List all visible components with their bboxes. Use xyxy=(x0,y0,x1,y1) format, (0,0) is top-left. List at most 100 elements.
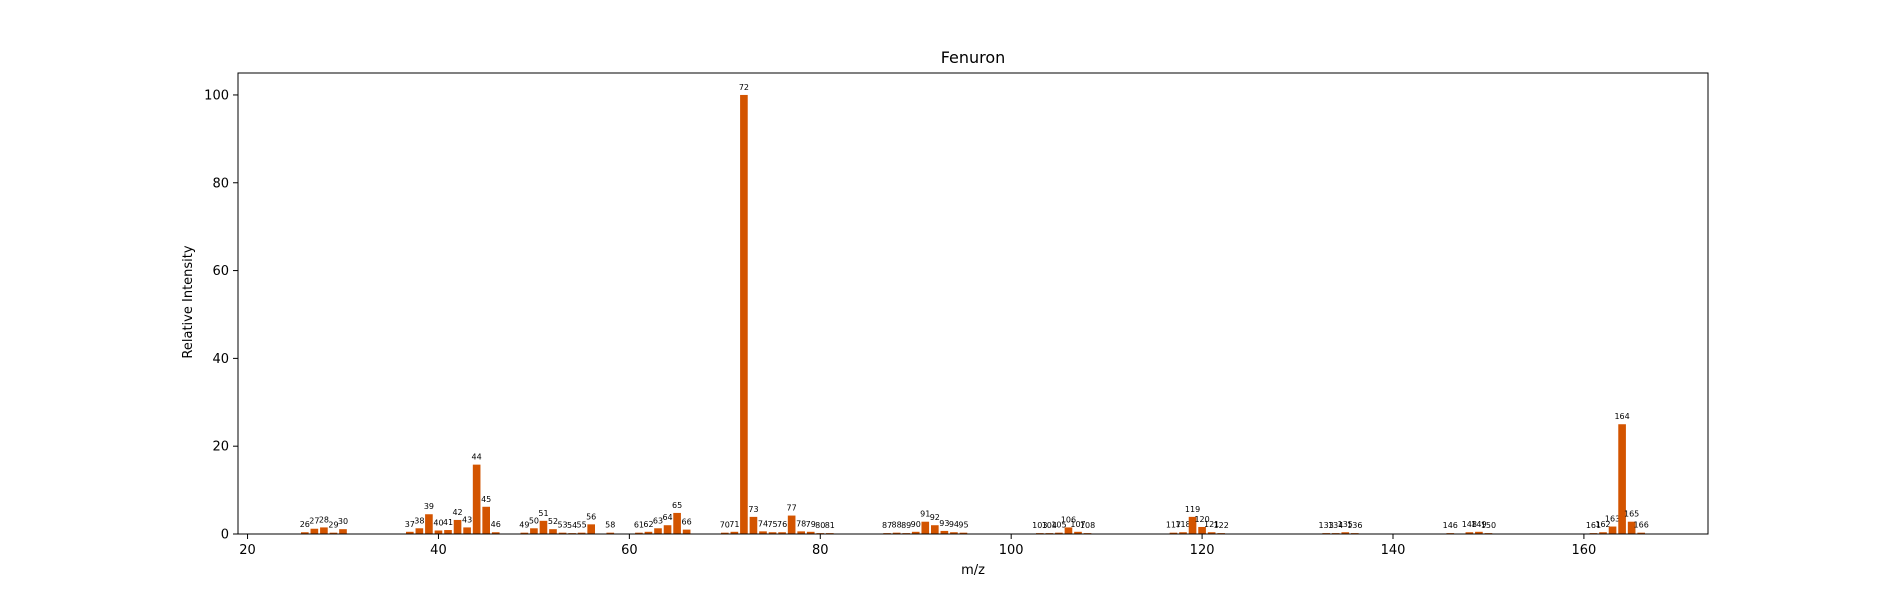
peak-label-149: 149 xyxy=(1471,520,1486,529)
peak-bar-118 xyxy=(1179,532,1187,534)
peak-label-39: 39 xyxy=(424,502,434,511)
x-tick-label-140: 140 xyxy=(1381,543,1406,558)
peak-bar-117 xyxy=(1169,532,1178,534)
peak-bar-71 xyxy=(730,531,739,534)
peak-label-65: 65 xyxy=(672,501,682,510)
peak-bar-119 xyxy=(1188,516,1197,534)
peak-bar-148 xyxy=(1465,532,1474,534)
peak-label-89: 89 xyxy=(901,521,911,530)
peak-bar-27 xyxy=(310,528,319,534)
plot-frame xyxy=(237,72,1709,535)
peak-bar-76 xyxy=(778,532,786,534)
y-tick-label-100: 100 xyxy=(204,88,229,103)
peak-label-94: 94 xyxy=(949,520,959,529)
x-tick-label-120: 120 xyxy=(1190,543,1215,558)
peak-bar-95 xyxy=(959,532,968,534)
peak-label-119: 119 xyxy=(1185,505,1200,514)
peak-bar-64 xyxy=(663,525,672,534)
peak-label-64: 64 xyxy=(662,513,672,522)
peak-bar-29 xyxy=(329,532,338,534)
chart-title: Fenuron xyxy=(941,48,1006,67)
peak-bar-45 xyxy=(482,506,490,534)
peak-label-49: 49 xyxy=(519,521,529,530)
peak-bar-164 xyxy=(1618,424,1626,534)
peak-label-55: 55 xyxy=(577,521,587,530)
peak-bar-149 xyxy=(1475,531,1483,534)
peak-bar-65 xyxy=(673,512,681,534)
peak-label-134: 134 xyxy=(1328,521,1343,530)
peak-bar-77 xyxy=(787,515,796,534)
peak-label-108: 108 xyxy=(1080,521,1095,530)
peak-label-93: 93 xyxy=(939,519,949,528)
peak-label-76: 76 xyxy=(777,520,787,529)
peak-label-135: 135 xyxy=(1338,520,1353,529)
peak-bar-121 xyxy=(1207,532,1216,534)
x-tick-label-40: 40 xyxy=(430,543,447,558)
peak-label-77: 77 xyxy=(787,504,797,513)
peak-label-79: 79 xyxy=(806,520,816,529)
peak-bar-43 xyxy=(463,527,471,534)
peak-label-107: 107 xyxy=(1070,520,1085,529)
peak-label-72: 72 xyxy=(739,83,749,92)
peak-bar-105 xyxy=(1055,532,1063,534)
peak-label-51: 51 xyxy=(538,509,548,518)
peak-bar-93 xyxy=(940,530,949,534)
peak-bar-63 xyxy=(654,528,662,534)
peak-bar-72 xyxy=(740,94,748,534)
x-tick-label-160: 160 xyxy=(1571,543,1596,558)
peak-label-91: 91 xyxy=(920,510,930,519)
peak-bar-165 xyxy=(1627,521,1636,534)
y-tick-label-80: 80 xyxy=(212,176,229,191)
peak-label-162: 162 xyxy=(1595,520,1610,529)
peak-label-80: 80 xyxy=(815,521,825,530)
peak-label-78: 78 xyxy=(796,519,806,528)
peak-bar-53 xyxy=(558,532,567,534)
peak-bar-55 xyxy=(577,532,586,534)
peak-bar-79 xyxy=(806,531,815,534)
peak-label-52: 52 xyxy=(548,517,558,526)
y-tick-label-20: 20 xyxy=(212,440,229,455)
peak-label-95: 95 xyxy=(958,521,968,530)
peak-bar-30 xyxy=(339,529,347,534)
peak-label-27: 27 xyxy=(309,517,319,526)
peak-bar-51 xyxy=(539,520,548,534)
peak-bar-75 xyxy=(768,532,777,534)
peak-bar-38 xyxy=(415,528,424,534)
peak-label-37: 37 xyxy=(405,520,415,529)
peak-label-165: 165 xyxy=(1624,510,1639,519)
peak-label-75: 75 xyxy=(767,520,777,529)
peak-label-88: 88 xyxy=(892,521,902,530)
peak-bar-90 xyxy=(911,531,920,534)
peak-bar-37 xyxy=(406,531,414,534)
peak-bar-120 xyxy=(1198,526,1206,534)
peak-label-29: 29 xyxy=(328,521,338,530)
peak-bar-91 xyxy=(921,521,930,534)
peak-bar-94 xyxy=(950,532,958,534)
peak-label-40: 40 xyxy=(433,518,443,527)
peak-label-146: 146 xyxy=(1443,521,1458,530)
peak-bar-40 xyxy=(434,530,443,534)
peak-bar-52 xyxy=(549,529,557,534)
peak-label-42: 42 xyxy=(452,508,462,517)
peak-bar-66 xyxy=(682,529,691,534)
peak-label-38: 38 xyxy=(414,516,424,525)
peak-label-50: 50 xyxy=(529,516,539,525)
peak-bar-92 xyxy=(931,525,939,534)
peak-bar-42 xyxy=(453,519,462,534)
peak-label-58: 58 xyxy=(605,521,615,530)
peak-label-87: 87 xyxy=(882,521,892,530)
peak-label-62: 62 xyxy=(643,520,653,529)
peak-label-148: 148 xyxy=(1462,520,1477,529)
peak-label-44: 44 xyxy=(472,453,482,462)
peak-bar-28 xyxy=(320,527,328,534)
peak-label-73: 73 xyxy=(748,505,758,514)
peak-label-105: 105 xyxy=(1051,521,1066,530)
peak-bar-88 xyxy=(892,532,901,534)
x-tick-label-20: 20 xyxy=(239,543,256,558)
peak-label-45: 45 xyxy=(481,495,491,504)
peak-bar-46 xyxy=(491,532,500,534)
peak-label-103: 103 xyxy=(1032,521,1047,530)
peak-bar-58 xyxy=(606,532,615,534)
peak-label-56: 56 xyxy=(586,512,596,521)
peak-bar-73 xyxy=(749,516,758,534)
